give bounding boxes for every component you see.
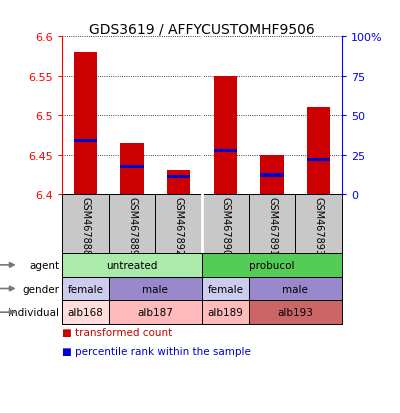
Text: GSM467893: GSM467893: [314, 196, 324, 255]
Bar: [307, 108, 330, 195]
Text: male: male: [142, 284, 168, 294]
Text: gender: gender: [22, 284, 59, 294]
Bar: [109, 301, 202, 324]
Text: alb189: alb189: [207, 307, 243, 318]
Text: alb187: alb187: [137, 307, 173, 318]
Text: agent: agent: [29, 260, 59, 270]
Bar: [74, 140, 97, 142]
Bar: [120, 165, 144, 169]
Bar: [62, 277, 109, 301]
Bar: [109, 277, 202, 301]
Text: alb193: alb193: [277, 307, 313, 318]
Bar: [260, 174, 284, 177]
Text: ■ transformed count: ■ transformed count: [62, 328, 172, 337]
Bar: [202, 301, 249, 324]
Text: untreated: untreated: [106, 260, 158, 270]
Text: individual: individual: [8, 307, 59, 318]
Bar: [202, 277, 249, 301]
Bar: [249, 301, 342, 324]
Text: ■ percentile rank within the sample: ■ percentile rank within the sample: [62, 346, 251, 356]
Bar: [167, 176, 190, 179]
Bar: [307, 158, 330, 161]
Text: female: female: [207, 284, 243, 294]
Bar: [214, 76, 237, 195]
Bar: [62, 254, 202, 277]
Bar: [120, 143, 144, 195]
Bar: [260, 155, 284, 195]
Text: male: male: [282, 284, 308, 294]
Bar: [167, 171, 190, 195]
Text: GSM467888: GSM467888: [80, 196, 90, 255]
Bar: [74, 53, 97, 195]
Bar: [62, 301, 109, 324]
Bar: [214, 150, 237, 153]
Text: GSM467891: GSM467891: [267, 196, 277, 255]
Bar: [202, 254, 342, 277]
Text: female: female: [67, 284, 103, 294]
Text: alb168: alb168: [67, 307, 103, 318]
Title: GDS3619 / AFFYCUSTOMHF9506: GDS3619 / AFFYCUSTOMHF9506: [89, 22, 315, 36]
Text: GSM467892: GSM467892: [174, 196, 184, 255]
Text: GSM467889: GSM467889: [127, 196, 137, 255]
Bar: [249, 277, 342, 301]
Text: GSM467890: GSM467890: [220, 196, 230, 255]
Text: probucol: probucol: [249, 260, 295, 270]
